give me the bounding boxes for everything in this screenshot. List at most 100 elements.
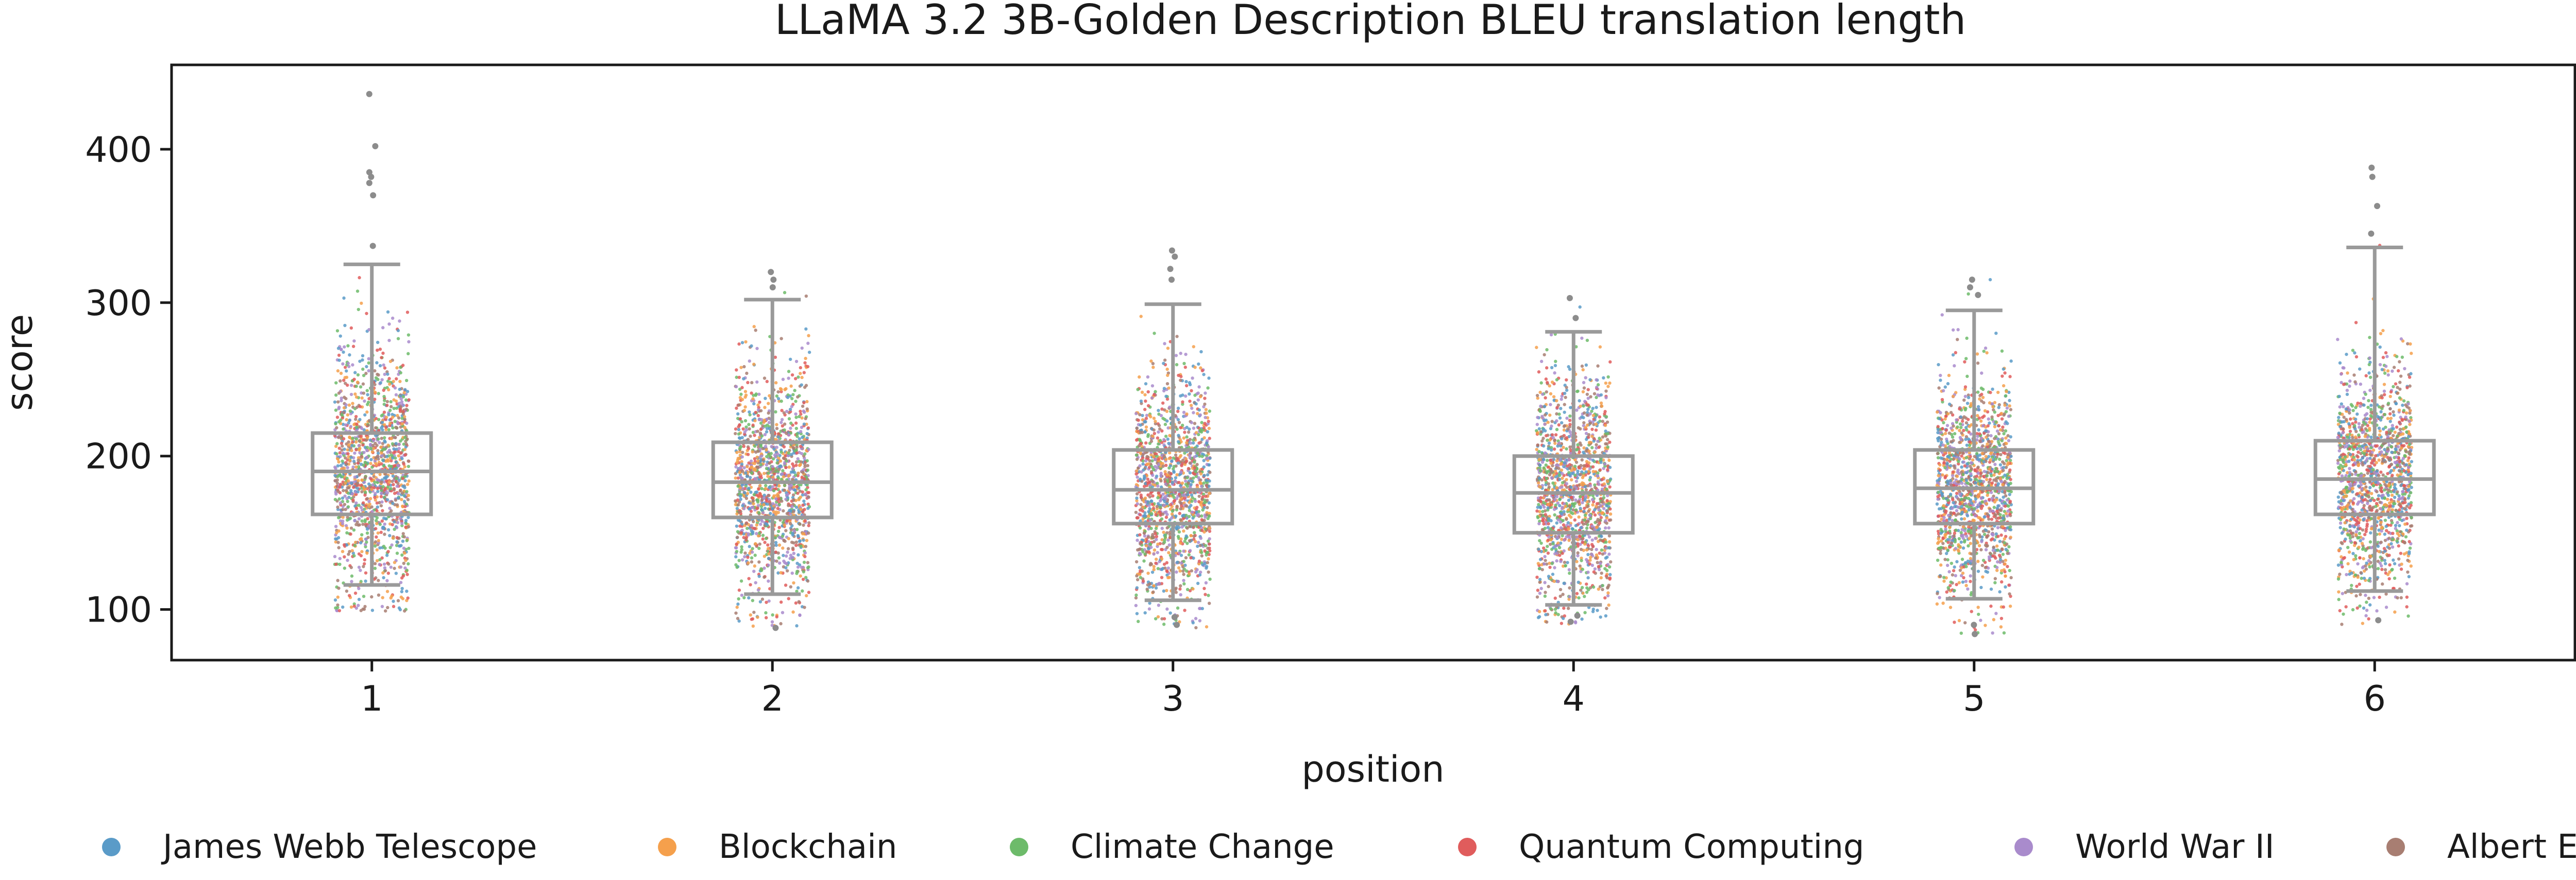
strip-point [1166, 566, 1171, 570]
strip-point [376, 490, 380, 493]
strip-point [804, 356, 807, 360]
strip-point [1200, 554, 1204, 558]
strip-point [803, 551, 807, 555]
strip-point [1135, 457, 1139, 461]
strip-point [792, 581, 795, 585]
strip-point [1149, 562, 1154, 566]
strip-point [405, 482, 410, 486]
strip-point [397, 606, 401, 610]
strip-point [377, 479, 381, 482]
strip-point [740, 558, 744, 562]
strip-point [1202, 465, 1206, 469]
strip-point [738, 471, 741, 474]
strip-point [1606, 385, 1610, 388]
strip-point [1582, 381, 1586, 385]
strip-point [342, 410, 346, 415]
strip-point [1563, 614, 1566, 618]
strip-point [1144, 417, 1148, 420]
strip-point [759, 505, 764, 508]
strip-point [1141, 550, 1145, 554]
strip-point [764, 616, 768, 619]
strip-point [377, 593, 381, 597]
strip-point [370, 465, 374, 469]
strip-point [780, 472, 784, 476]
strip-point [1596, 364, 1600, 368]
strip-point [385, 400, 389, 404]
strip-point [757, 392, 761, 396]
strip-point [341, 422, 345, 426]
strip-point [341, 508, 345, 511]
strip-point [335, 531, 338, 534]
strip-point [802, 422, 806, 426]
strip-point [1184, 479, 1188, 483]
strip-point [796, 471, 800, 475]
strip-point [748, 545, 751, 548]
strip-point [349, 605, 353, 609]
strip-point [343, 494, 347, 498]
strip-point [403, 415, 406, 419]
strip-point [358, 523, 361, 527]
strip-point [337, 391, 341, 395]
strip-point [1552, 395, 1556, 399]
strip-point [382, 363, 385, 367]
strip-point [1165, 512, 1169, 516]
strip-point [760, 434, 764, 438]
strip-point [342, 406, 346, 410]
strip-point [361, 501, 365, 505]
strip-point [790, 505, 794, 509]
strip-point [793, 377, 798, 381]
strip-point [761, 526, 765, 530]
strip-point [346, 448, 349, 452]
strip-point [1204, 416, 1207, 419]
strip-point [1175, 570, 1178, 574]
strip-point [793, 389, 796, 392]
strip-point [771, 502, 775, 506]
strip-point [779, 388, 783, 391]
strip-point [396, 496, 400, 500]
strip-point [360, 455, 364, 458]
strip-point [765, 379, 769, 384]
strip-point [405, 421, 409, 425]
strip-point [739, 531, 743, 534]
strip-point [1590, 435, 1594, 438]
strip-point [1134, 603, 1138, 608]
strip-point [761, 458, 765, 462]
strip-point [1196, 544, 1199, 548]
strip-point [1544, 591, 1547, 594]
strip-point [768, 461, 771, 465]
strip-point [752, 363, 756, 366]
strip-point [1578, 305, 1582, 309]
strip-point [1540, 392, 1545, 396]
strip-point [1193, 460, 1196, 464]
strip-point [776, 476, 781, 480]
strip-point [740, 593, 744, 597]
strip-point [346, 515, 349, 519]
strip-point [1198, 480, 1202, 485]
strip-point [348, 353, 351, 357]
strip-point [359, 434, 363, 438]
strip-point [1586, 504, 1590, 508]
strip-point [1192, 345, 1196, 349]
strip-point [738, 494, 742, 498]
strip-point [1181, 393, 1184, 397]
strip-point [750, 471, 754, 475]
strip-point [779, 571, 783, 575]
strip-point [1138, 375, 1141, 379]
strip-point [784, 583, 788, 587]
strip-point [1164, 510, 1168, 514]
strip-point [363, 493, 367, 497]
strip-point [1171, 493, 1175, 497]
strip-point [373, 566, 377, 570]
strip-point [1164, 515, 1168, 519]
strip-point [360, 478, 364, 482]
strip-point [786, 393, 790, 397]
strip-point [1151, 435, 1155, 438]
strip-point [776, 511, 780, 514]
strip-point [1201, 563, 1205, 566]
strip-point [340, 399, 343, 403]
strip-point [399, 394, 402, 398]
strip-point [336, 436, 341, 439]
strip-point [387, 322, 391, 326]
strip-point [1163, 470, 1167, 474]
